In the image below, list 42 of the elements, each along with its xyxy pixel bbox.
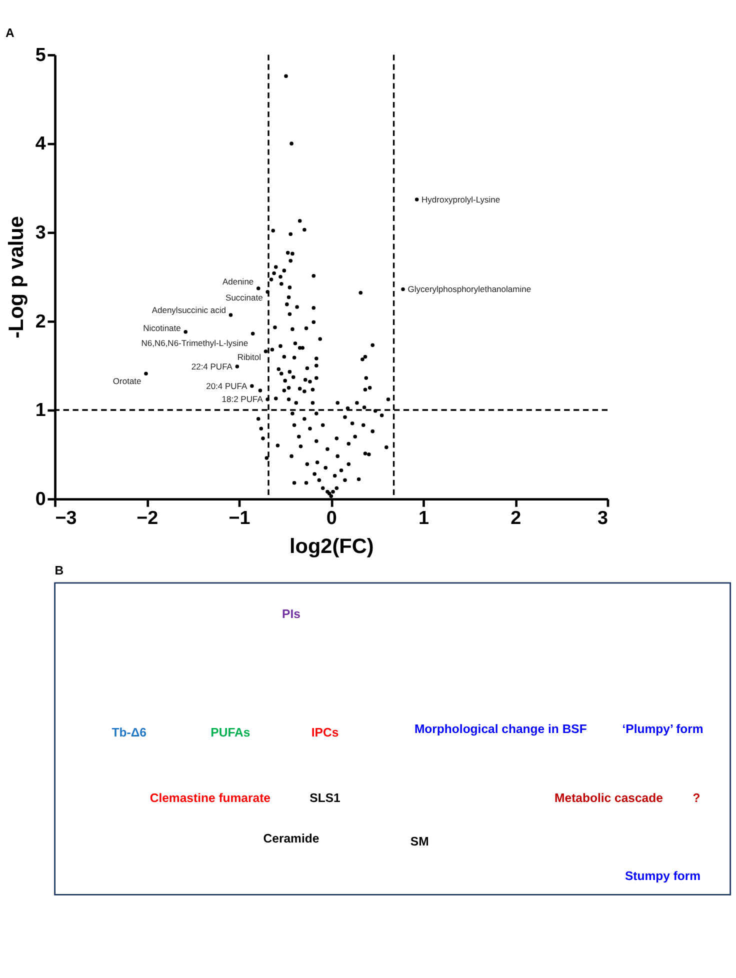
x-tick-label: 1 (418, 508, 429, 529)
x-tick-label: 2 (510, 508, 522, 529)
y-tick-label: 5 (35, 44, 46, 66)
x-tick-label: −1 (228, 508, 250, 529)
y-tick-label: 3 (35, 222, 46, 244)
annotation: Hydroxyprolyl-Lysine (422, 194, 500, 204)
text: PIs (282, 606, 301, 621)
text: Morphological change in BSF (414, 722, 588, 736)
y-axis-title: -Log p value (5, 216, 28, 338)
text: Metabolic cascade (554, 790, 664, 805)
y-tick-label: 2 (35, 311, 46, 332)
text: Ceramide (263, 831, 320, 846)
x-axis-title: log2(FC) (290, 535, 374, 558)
chart-title: A (6, 26, 15, 40)
text: Stumpy form (624, 868, 701, 883)
annotation: 18:2 PUFA (222, 394, 264, 404)
annotation: Nicotinate (143, 322, 182, 333)
text: IPCs (311, 725, 339, 740)
annotation: Orotate (112, 376, 142, 386)
text: ? (692, 790, 700, 805)
text: ‘Plumpy’ form (622, 722, 704, 736)
text: SM (410, 834, 429, 848)
x-tick-label: 3 (597, 508, 608, 529)
text: Clemastine fumarate (150, 790, 271, 805)
annotation: Adenine (222, 276, 254, 287)
x-tick-label: 0 (326, 508, 337, 529)
x-tick-label: −3 (55, 508, 77, 529)
annotation: 20:4 PUFA (206, 380, 248, 391)
text: SLS1 (310, 790, 341, 805)
annotation: Ribitol (237, 352, 262, 362)
y-tick-label: 1 (35, 400, 46, 422)
annotation: Adenylsuccinic acid (152, 305, 226, 316)
text: Tb-Δ6 (112, 725, 147, 740)
text: B (54, 563, 64, 578)
text: PUFAs (210, 725, 250, 740)
y-tick-label: 4 (35, 134, 46, 155)
annotation: Glycerylphosphorylethanolamine (408, 284, 532, 294)
annotation: 22:4 PUFA (191, 361, 233, 372)
annotation: N6,N6,N6-Trimethyl-L-lysine (141, 338, 248, 348)
y-tick-label: 0 (35, 488, 46, 510)
annotation: Succinate (226, 292, 264, 302)
x-tick-label: −2 (136, 508, 158, 529)
